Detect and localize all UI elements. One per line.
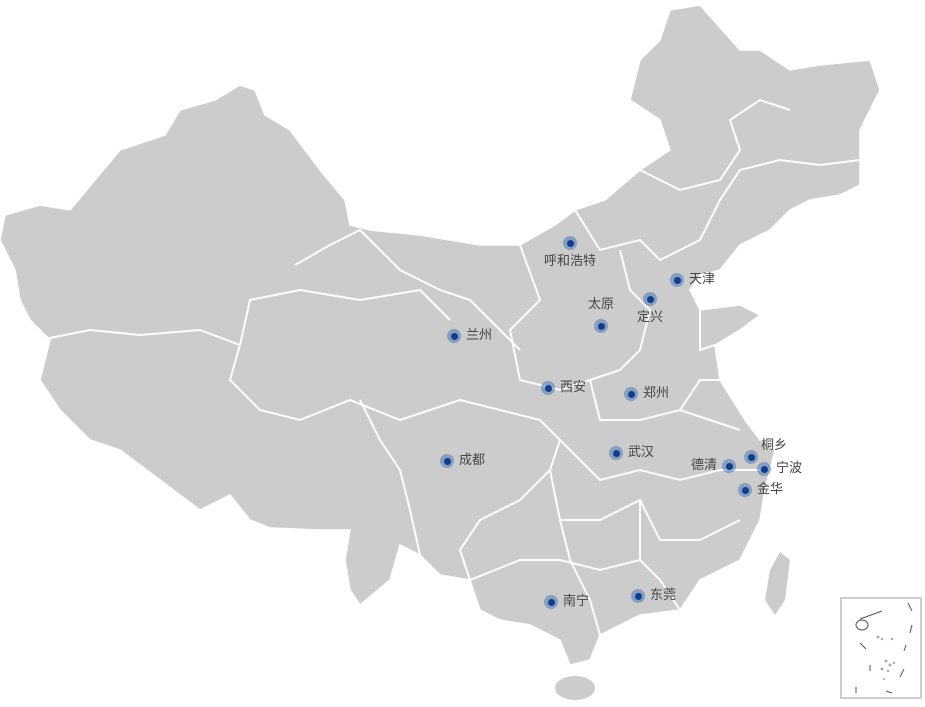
city-label: 定兴 <box>636 310 663 325</box>
marker-dot[interactable] <box>757 462 771 476</box>
city-label: 呼和浩特 <box>543 254 596 269</box>
marker-dot[interactable] <box>609 446 623 460</box>
marker-dot[interactable] <box>440 454 454 468</box>
marker-dot[interactable] <box>563 236 577 250</box>
marker-dot[interactable] <box>738 483 752 497</box>
hainan-island <box>555 676 595 700</box>
city-label: 金华 <box>757 482 784 497</box>
city-label: 太原 <box>587 297 614 312</box>
city-label: 德清 <box>690 458 717 473</box>
taiwan-island <box>765 552 790 615</box>
city-label: 桐乡 <box>761 438 788 453</box>
marker-dot[interactable] <box>670 273 684 287</box>
city-label: 成都 <box>459 453 486 468</box>
south-china-sea-inset <box>840 597 922 699</box>
marker-dot[interactable] <box>722 459 736 473</box>
city-label: 天津 <box>689 272 716 287</box>
marker-dot[interactable] <box>744 450 758 464</box>
city-label: 兰州 <box>466 328 493 343</box>
marker-dot[interactable] <box>631 589 645 603</box>
city-label: 西安 <box>560 380 587 395</box>
china-land <box>0 4 881 666</box>
marker-dot[interactable] <box>544 595 558 609</box>
city-label: 武汉 <box>628 445 655 460</box>
nine-dash-line <box>855 602 913 694</box>
city-label: 郑州 <box>643 386 670 401</box>
marker-dot[interactable] <box>594 319 608 333</box>
city-label: 宁波 <box>776 461 803 476</box>
marker-dot[interactable] <box>447 329 461 343</box>
marker-dot[interactable] <box>624 387 638 401</box>
marker-dot[interactable] <box>541 381 555 395</box>
marker-dot[interactable] <box>643 292 657 306</box>
city-label: 南宁 <box>563 594 590 609</box>
city-label: 东莞 <box>650 588 677 603</box>
